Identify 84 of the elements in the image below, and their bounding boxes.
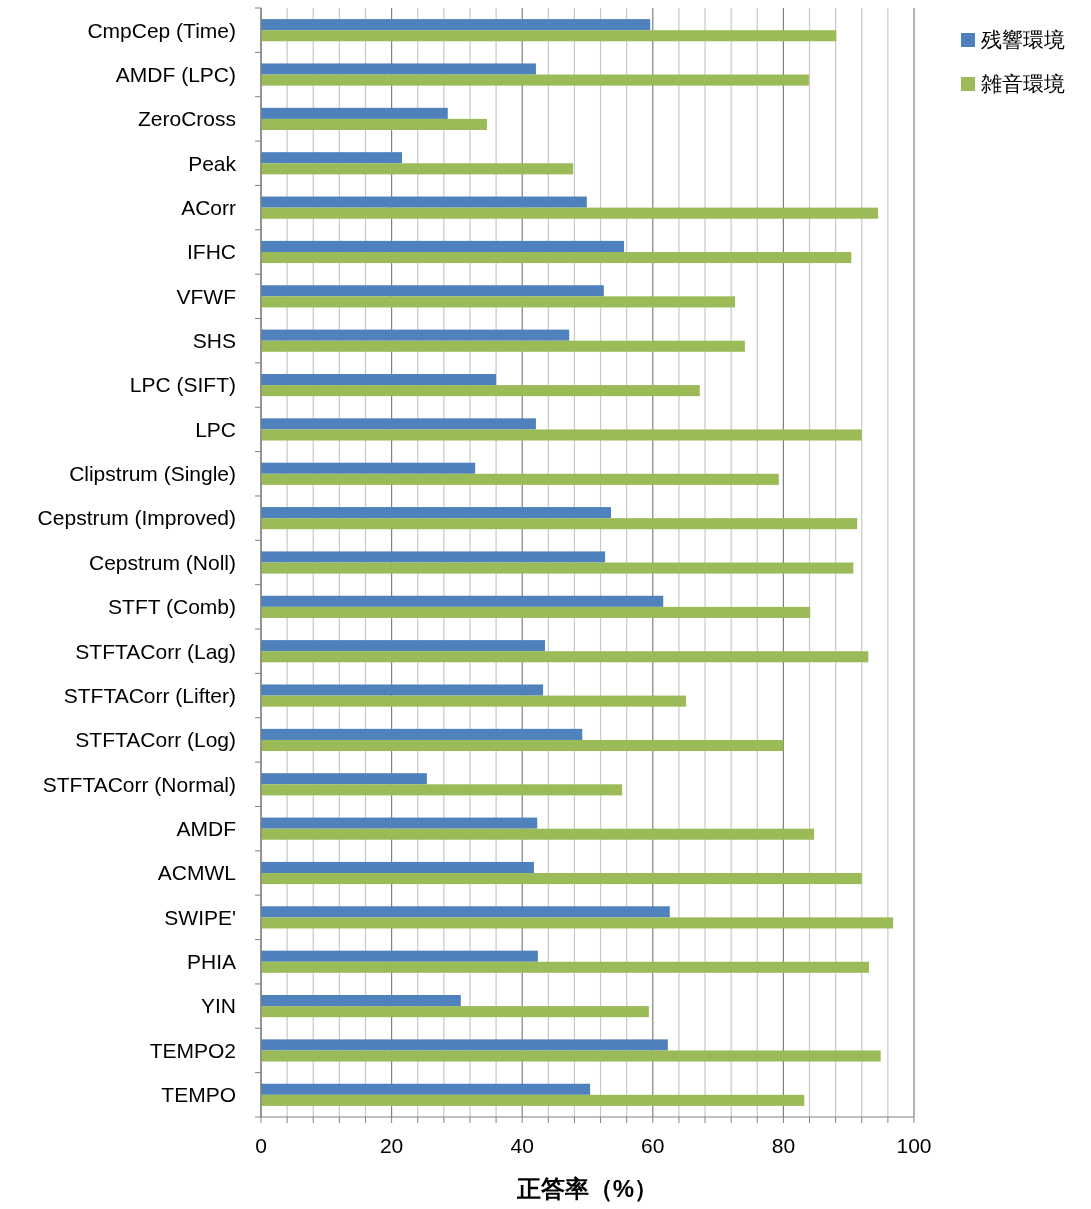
y-tick-label: Cepstrum (Improved) xyxy=(37,506,236,530)
y-tick-label: CmpCep (Time) xyxy=(87,18,236,42)
legend-label: 残響環境 xyxy=(981,28,1065,52)
bar xyxy=(261,906,670,918)
bar xyxy=(261,340,745,352)
bar xyxy=(261,63,536,75)
bar xyxy=(261,296,736,308)
bar xyxy=(261,152,403,164)
y-tick-label: Peak xyxy=(188,151,237,175)
bar xyxy=(261,640,546,652)
x-tick-label: 100 xyxy=(896,1134,932,1157)
bar xyxy=(261,873,862,885)
y-tick-label: ACorr xyxy=(181,195,236,219)
bar xyxy=(261,739,784,752)
x-tick-label: 40 xyxy=(510,1134,534,1157)
bar xyxy=(261,107,448,119)
bar xyxy=(261,917,894,929)
bar xyxy=(261,950,538,962)
y-tick-label: IFHC xyxy=(187,240,236,264)
bar xyxy=(261,695,687,707)
x-tick-label: 20 xyxy=(379,1134,404,1157)
y-tick-label: STFTACorr (Log) xyxy=(75,728,236,752)
bar xyxy=(261,728,583,740)
bar xyxy=(261,1050,881,1062)
bar xyxy=(261,651,869,663)
y-tick-label: TEMPO xyxy=(161,1083,236,1107)
bar xyxy=(261,551,606,563)
x-tick-label: 80 xyxy=(771,1134,796,1157)
y-tick-label: STFTACorr (Normal) xyxy=(42,772,236,796)
x-tick-label: 0 xyxy=(255,1134,267,1157)
bar xyxy=(261,163,574,175)
y-tick-label: PHIA xyxy=(186,950,236,974)
bar xyxy=(261,518,858,530)
bar xyxy=(261,329,570,341)
y-tick-label: AMDF xyxy=(176,817,236,841)
bar xyxy=(261,773,427,785)
bar xyxy=(261,240,625,252)
bar xyxy=(261,285,604,297)
bar xyxy=(261,562,854,574)
bar xyxy=(261,207,879,219)
bar xyxy=(261,385,700,397)
bar xyxy=(261,373,497,386)
y-tick-label: VFWF xyxy=(176,284,236,308)
bar xyxy=(261,595,664,607)
legend-label: 雑音環境 xyxy=(981,72,1065,96)
y-tick-label: SHS xyxy=(192,329,236,353)
bar xyxy=(261,817,538,829)
bar xyxy=(261,507,612,519)
bar xyxy=(261,118,487,130)
y-tick-label: AMDF (LPC) xyxy=(115,62,236,86)
bar xyxy=(261,19,651,31)
bar xyxy=(261,1083,591,1095)
bar xyxy=(261,1094,805,1106)
bar xyxy=(261,606,811,618)
x-axis-title: 正答率（%） xyxy=(515,1175,659,1202)
bar xyxy=(261,473,779,485)
bar xyxy=(261,30,837,42)
y-tick-label: LPC (SIFT) xyxy=(129,373,236,397)
bar xyxy=(261,74,809,86)
bar xyxy=(261,418,536,430)
y-tick-label: STFTACorr (Lifter) xyxy=(63,683,236,707)
x-tick-label: 60 xyxy=(641,1134,665,1157)
bar xyxy=(261,961,869,973)
y-tick-label: Cepstrum (Noll) xyxy=(88,550,236,574)
bar xyxy=(261,784,623,796)
y-tick-label: YIN xyxy=(200,994,236,1018)
y-tick-label: TEMPO2 xyxy=(149,1038,236,1062)
bar xyxy=(261,861,534,874)
bar xyxy=(261,462,476,474)
bar xyxy=(261,251,852,264)
bar xyxy=(261,995,461,1007)
y-tick-label: STFTACorr (Lag) xyxy=(75,639,236,663)
bar xyxy=(261,429,862,441)
y-tick-label: ACMWL xyxy=(157,861,236,885)
y-tick-label: SWIPE' xyxy=(164,905,236,929)
y-tick-label: ZeroCross xyxy=(137,107,236,131)
bar xyxy=(261,684,544,696)
y-tick-label: LPC xyxy=(195,417,236,441)
y-tick-label: Clipstrum (Single) xyxy=(69,462,236,486)
bar xyxy=(261,828,815,840)
bar xyxy=(261,196,587,208)
bar xyxy=(261,1039,668,1051)
bar xyxy=(261,1006,649,1018)
y-tick-label: STFT (Comb) xyxy=(108,595,236,619)
